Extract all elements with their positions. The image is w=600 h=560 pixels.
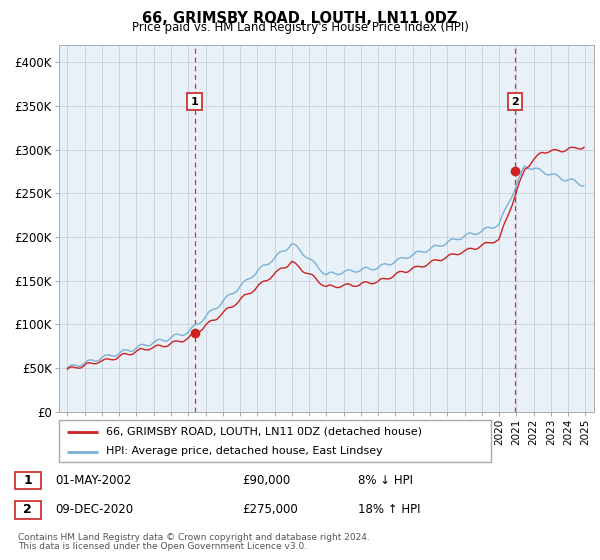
Text: 1: 1 bbox=[191, 96, 199, 106]
Text: Contains HM Land Registry data © Crown copyright and database right 2024.: Contains HM Land Registry data © Crown c… bbox=[18, 533, 370, 542]
FancyBboxPatch shape bbox=[15, 501, 41, 519]
Text: 2: 2 bbox=[511, 96, 519, 106]
Text: 01-MAY-2002: 01-MAY-2002 bbox=[55, 474, 131, 487]
FancyBboxPatch shape bbox=[59, 420, 491, 462]
Text: Price paid vs. HM Land Registry's House Price Index (HPI): Price paid vs. HM Land Registry's House … bbox=[131, 21, 469, 34]
Text: 8% ↓ HPI: 8% ↓ HPI bbox=[358, 474, 413, 487]
Text: £90,000: £90,000 bbox=[242, 474, 290, 487]
Text: This data is licensed under the Open Government Licence v3.0.: This data is licensed under the Open Gov… bbox=[18, 542, 307, 551]
Text: £275,000: £275,000 bbox=[242, 503, 298, 516]
Text: 1: 1 bbox=[23, 474, 32, 487]
Text: 66, GRIMSBY ROAD, LOUTH, LN11 0DZ (detached house): 66, GRIMSBY ROAD, LOUTH, LN11 0DZ (detac… bbox=[106, 427, 422, 437]
Text: 18% ↑ HPI: 18% ↑ HPI bbox=[358, 503, 420, 516]
Text: 09-DEC-2020: 09-DEC-2020 bbox=[55, 503, 133, 516]
FancyBboxPatch shape bbox=[15, 472, 41, 489]
Text: 2: 2 bbox=[23, 503, 32, 516]
Text: HPI: Average price, detached house, East Lindsey: HPI: Average price, detached house, East… bbox=[106, 446, 383, 456]
Text: 66, GRIMSBY ROAD, LOUTH, LN11 0DZ: 66, GRIMSBY ROAD, LOUTH, LN11 0DZ bbox=[142, 11, 458, 26]
